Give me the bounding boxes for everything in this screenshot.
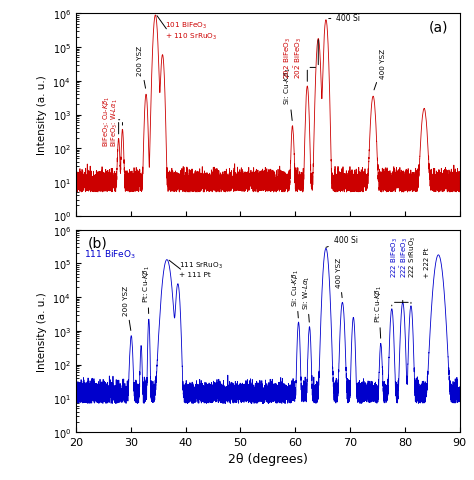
Text: 111 BiFeO$_3$: 111 BiFeO$_3$ [84, 248, 136, 260]
Text: 400 Si: 400 Si [329, 14, 360, 23]
Text: 22$\bar{2}$ BiFeO$_3$: 22$\bar{2}$ BiFeO$_3$ [399, 236, 410, 277]
Text: Si: Cu-$K\beta_1$: Si: Cu-$K\beta_1$ [283, 68, 293, 121]
Text: 101 BiFeO$_3$
+ 110 SrRuO$_3$: 101 BiFeO$_3$ + 110 SrRuO$_3$ [164, 20, 217, 42]
Text: 111 SrRuO$_3$
+ 111 Pt: 111 SrRuO$_3$ + 111 Pt [179, 260, 223, 277]
Text: Si: Cu-$K\beta_1$: Si: Cu-$K\beta_1$ [291, 269, 301, 318]
Text: BiFeO$_3$: W-$L\alpha_1$: BiFeO$_3$: W-$L\alpha_1$ [110, 98, 120, 146]
Text: 222 BiFeO$_3$: 222 BiFeO$_3$ [390, 236, 400, 277]
Text: 202 BiFeO$_3$: 202 BiFeO$_3$ [283, 37, 293, 79]
Text: Pt: Cu-$K\beta_1$: Pt: Cu-$K\beta_1$ [374, 284, 384, 338]
Text: Pt: Cu-$K\beta_1$: Pt: Cu-$K\beta_1$ [142, 264, 153, 314]
Y-axis label: Intensity (a. u.): Intensity (a. u.) [37, 291, 47, 371]
Text: 200 YSZ: 200 YSZ [123, 285, 131, 331]
X-axis label: 2θ (degrees): 2θ (degrees) [228, 452, 308, 465]
Text: 20$\bar{2}$ BiFeO$_3$: 20$\bar{2}$ BiFeO$_3$ [292, 37, 304, 79]
Text: 400 YSZ: 400 YSZ [374, 49, 386, 91]
Text: 400 Si: 400 Si [326, 236, 357, 248]
Text: 200 YSZ: 200 YSZ [137, 46, 146, 89]
Text: (b): (b) [87, 236, 107, 250]
Text: (a): (a) [429, 21, 448, 35]
Text: 222 SrRuO$_3$: 222 SrRuO$_3$ [408, 235, 418, 277]
Text: 400 YSZ: 400 YSZ [337, 257, 342, 298]
Text: BiFeO$_3$: Cu-$K\beta_1$: BiFeO$_3$: Cu-$K\beta_1$ [102, 95, 112, 146]
Text: + 222 Pt: + 222 Pt [424, 247, 430, 277]
Y-axis label: Intensity (a. u.): Intensity (a. u.) [37, 75, 47, 155]
Text: Si: W-$L\alpha_1$: Si: W-$L\alpha_1$ [302, 275, 312, 323]
